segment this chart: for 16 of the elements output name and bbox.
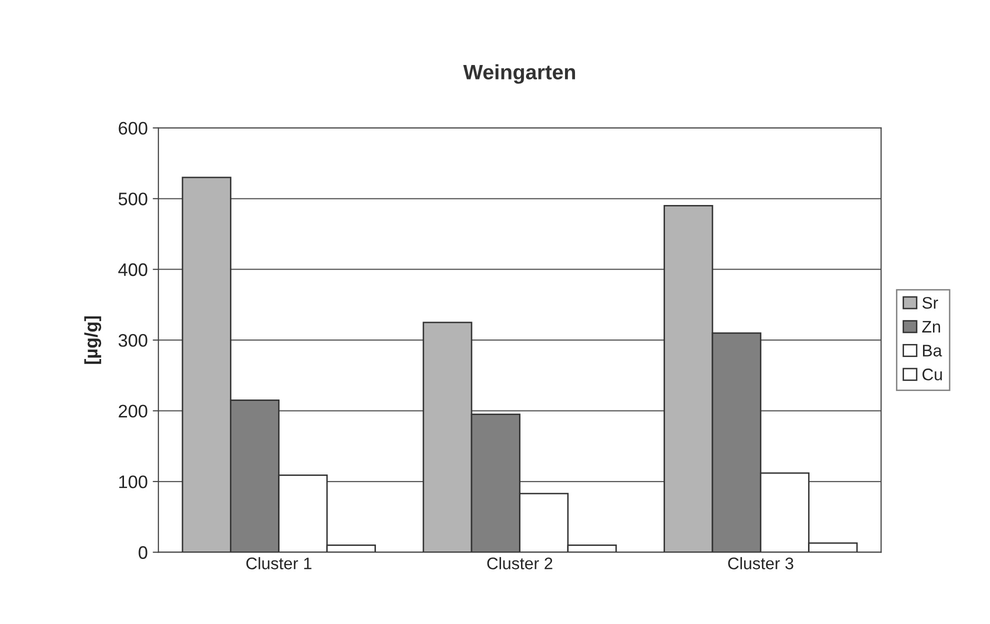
y-axis-title: [µg/g] [84,316,102,364]
y-tick-label: 200 [118,404,148,418]
x-tick-label: Cluster 3 [728,557,794,570]
x-tick-label: Cluster 1 [246,557,312,570]
legend-label: Sr [922,296,938,309]
x-tick-label: Cluster 2 [487,557,552,570]
legend-label: Ba [923,344,942,356]
legend-label: Cu [922,368,942,380]
y-tick-label: 0 [138,546,148,559]
legend-label: Zn [922,320,940,332]
y-tick-label: 300 [118,334,148,347]
y-tick-label: 400 [118,263,148,276]
y-tick-label: 500 [118,192,148,206]
y-tick-label: 100 [119,475,148,488]
y-tick-label: 600 [118,122,148,135]
chart-title: Weingarten [463,64,575,84]
